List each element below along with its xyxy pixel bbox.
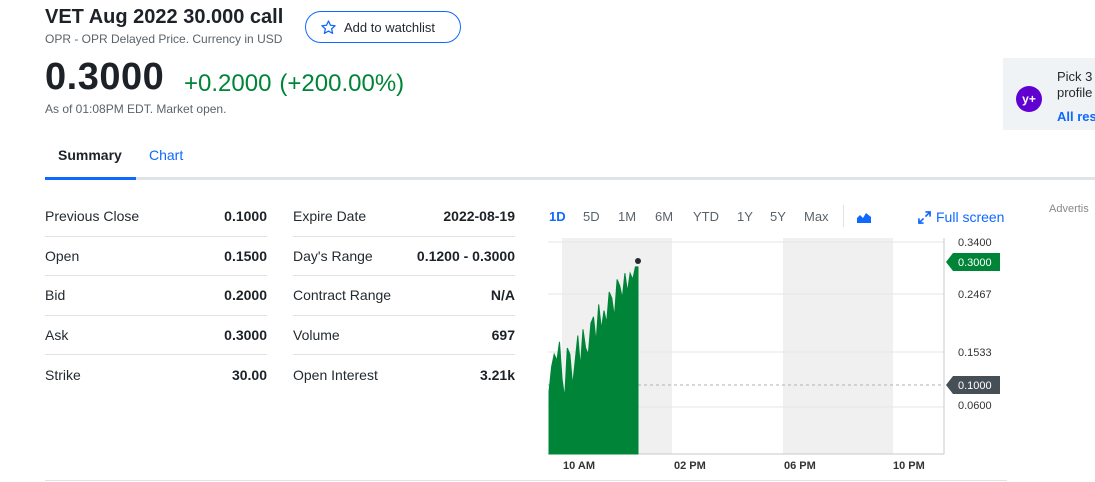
stat-row-ask: Ask 0.3000 [45,316,267,355]
stat-value: 0.1500 [224,247,267,264]
stat-row-bid: Bid 0.2000 [45,276,267,316]
stat-label: Day's Range [293,247,373,264]
full-screen-button[interactable]: Full screen [918,209,1004,225]
stat-label: Contract Range [293,287,392,304]
x-tick-label: 10 AM [563,460,595,472]
x-tick-label: 06 PM [784,460,816,472]
price-source-subtitle: OPR - OPR Delayed Price. Currency in USD [45,32,283,46]
stat-row-volume: Volume 697 [293,316,515,355]
previous-close-tag-label: 0.1000 [958,380,992,392]
option-title: VET Aug 2022 30.000 call [45,6,284,28]
stat-label: Previous Close [45,208,140,225]
range-1y-button[interactable]: 1Y [737,209,753,224]
active-tab-indicator [45,177,136,180]
promo-banner[interactable]: y+ Pick 3 profile All res [1003,58,1095,130]
promo-line-1: Pick 3 [1057,69,1093,84]
range-5y-button[interactable]: 5Y [770,209,786,224]
add-to-watchlist-button[interactable]: Add to watchlist [305,11,461,43]
stat-row-days-range: Day's Range 0.1200 - 0.3000 [293,237,515,276]
stat-value: 3.21k [479,366,515,383]
range-ytd-button[interactable]: YTD [693,209,719,224]
y-tick-label: 0.1533 [958,347,992,359]
expand-icon [918,210,931,224]
stat-value: 0.1200 - 0.3000 [416,247,515,264]
stat-value: 2022-08-19 [443,208,515,225]
price-change: +0.2000 (+200.00%) [184,70,404,98]
current-price-tag-label: 0.3000 [958,257,992,269]
promo-text: Pick 3 profile [1057,69,1092,101]
stat-label: Strike [45,366,81,383]
stat-row-contract-range: Contract Range N/A [293,276,515,316]
range-divider [843,205,844,227]
x-tick-label: 10 PM [893,460,925,472]
advertisement-label: Advertis [1049,203,1089,215]
stat-label: Bid [45,287,66,304]
intraday-price-chart[interactable]: 0.3400 0.3000 0.2467 0.1533 0.1000 0.060… [548,234,1007,476]
stat-value: N/A [490,287,515,304]
stat-value: 0.1000 [224,208,267,225]
stats-table-left: Previous Close 0.1000 Open 0.1500 Bid 0.200… [45,197,267,395]
session-shade-2 [783,238,893,454]
stat-value: 0.3000 [224,326,267,343]
stat-label: Open [45,247,80,264]
range-5d-button[interactable]: 5D [583,209,600,224]
y-tick-label: 0.2467 [958,289,992,301]
stat-label: Open Interest [293,366,378,383]
x-tick-label: 02 PM [674,460,706,472]
range-6m-button[interactable]: 6M [655,209,674,224]
stat-value: 697 [491,326,515,343]
price-area-series [548,266,639,455]
previous-close-tag: 0.1000 [946,376,1000,394]
current-price: 0.3000 [45,56,165,98]
section-divider [45,480,1007,481]
promo-line-2: profile [1057,85,1093,100]
stat-label: Expire Date [293,208,367,225]
quote-tabs: Summary Chart [45,140,1095,180]
range-1m-button[interactable]: 1M [618,209,637,224]
stat-label: Volume [293,326,340,343]
stat-row-previous-close: Previous Close 0.1000 [45,197,267,237]
as-of-timestamp: As of 01:08PM EDT. Market open. [45,102,227,116]
tab-chart[interactable]: Chart [149,147,184,163]
tab-summary[interactable]: Summary [58,147,122,163]
current-price-tag: 0.3000 [946,253,1000,271]
stats-table-right: Expire Date 2022-08-19 Day's Range 0.1200 … [293,197,515,395]
full-screen-label: Full screen [936,209,1005,225]
stat-value: 30.00 [231,366,267,383]
stat-row-strike: Strike 30.00 [45,355,267,395]
yahoo-plus-icon: y+ [1016,86,1042,112]
stat-label: Ask [45,326,69,343]
promo-link[interactable]: All res [1057,109,1095,124]
star-icon [321,19,336,34]
y-tick-label: 0.0600 [958,400,992,412]
y-tick-label: 0.3400 [958,237,992,249]
stat-row-open: Open 0.1500 [45,237,267,276]
mountain-chart-icon[interactable] [856,209,872,225]
stat-row-expire-date: Expire Date 2022-08-19 [293,197,515,237]
change-value: +0.2000 [184,70,272,97]
change-percent: (+200.00%) [279,70,405,97]
watchlist-label: Add to watchlist [344,19,436,35]
last-price-dot [635,258,641,264]
stat-value: 0.2000 [224,287,267,304]
range-1d-button[interactable]: 1D [549,209,566,224]
stat-row-open-interest: Open Interest 3.21k [293,355,515,395]
range-max-button[interactable]: Max [804,209,829,224]
